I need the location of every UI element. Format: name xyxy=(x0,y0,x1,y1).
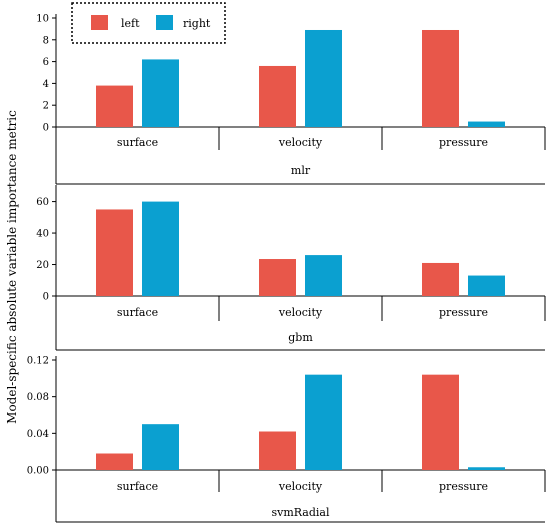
bar-mlr-velocity-right xyxy=(305,29,342,128)
panel-title: svmRadial xyxy=(271,506,330,519)
legend-label-left: left xyxy=(121,17,140,30)
chart-panels: 0 2 4 6 8 10 surface velocity pressure mlr 0 20 40 60… xyxy=(27,14,546,523)
category-label: pressure xyxy=(439,306,488,319)
y-tick-label: 4 xyxy=(43,79,49,90)
y-tick-label: 2 xyxy=(43,101,49,112)
legend-swatch-left xyxy=(91,15,108,30)
bar-svmRadial-surface-left xyxy=(96,453,133,470)
category-label: velocity xyxy=(278,306,323,319)
bar-svmRadial-velocity-right xyxy=(305,374,342,470)
bar-gbm-pressure-left xyxy=(422,262,459,296)
panel-title: gbm xyxy=(288,331,313,344)
bar-gbm-pressure-right xyxy=(468,275,505,296)
legend-swatch-right xyxy=(156,15,173,30)
y-tick-label: 0.12 xyxy=(27,356,49,367)
bar-mlr-surface-right xyxy=(142,59,179,127)
panel-mlr: 0 2 4 6 8 10 surface velocity pressure mlr xyxy=(36,14,546,185)
bar-svmRadial-surface-right xyxy=(142,424,179,470)
category-label: surface xyxy=(117,306,158,319)
y-tick-label: 0.08 xyxy=(27,392,49,403)
y-tick-label: 40 xyxy=(36,229,49,240)
y-tick-label: 20 xyxy=(36,260,49,271)
bar-gbm-velocity-right xyxy=(305,255,342,296)
category-label: velocity xyxy=(278,136,323,149)
legend-label-right: right xyxy=(183,17,211,30)
category-label: surface xyxy=(117,136,158,149)
category-label: velocity xyxy=(278,480,323,493)
y-tick-label: 8 xyxy=(43,35,49,46)
y-axis-title: Model-specific absolute variable importa… xyxy=(5,110,19,424)
bar-svmRadial-pressure-right xyxy=(468,467,505,470)
category-label: pressure xyxy=(439,136,488,149)
y-tick-label: 0.00 xyxy=(27,466,49,477)
category-label: surface xyxy=(117,480,158,493)
y-tick-label: 10 xyxy=(36,14,49,25)
bar-svmRadial-pressure-left xyxy=(422,374,459,470)
category-label: pressure xyxy=(439,480,488,493)
y-tick-label: 0.04 xyxy=(27,429,49,440)
y-tick-label: 60 xyxy=(36,197,49,208)
bar-gbm-surface-right xyxy=(142,201,179,296)
bar-mlr-pressure-left xyxy=(422,29,459,128)
bar-mlr-surface-left xyxy=(96,85,133,127)
bar-mlr-pressure-right xyxy=(468,121,505,127)
bar-gbm-velocity-left xyxy=(259,259,296,296)
y-tick-label: 0 xyxy=(43,292,49,303)
y-tick-label: 6 xyxy=(43,57,49,68)
y-tick-label: 0 xyxy=(43,123,49,134)
bar-svmRadial-velocity-left xyxy=(259,431,296,470)
panel-gbm: 0 20 40 60 surface velocity pressure gbm xyxy=(36,185,546,351)
bar-gbm-surface-left xyxy=(96,209,133,296)
panel-svmRadial: 0.00 0.04 0.08 0.12 surface velocity pressure s… xyxy=(27,356,546,523)
legend: left right xyxy=(71,2,226,44)
panel-title: mlr xyxy=(291,164,311,177)
bar-mlr-velocity-left xyxy=(259,65,296,127)
